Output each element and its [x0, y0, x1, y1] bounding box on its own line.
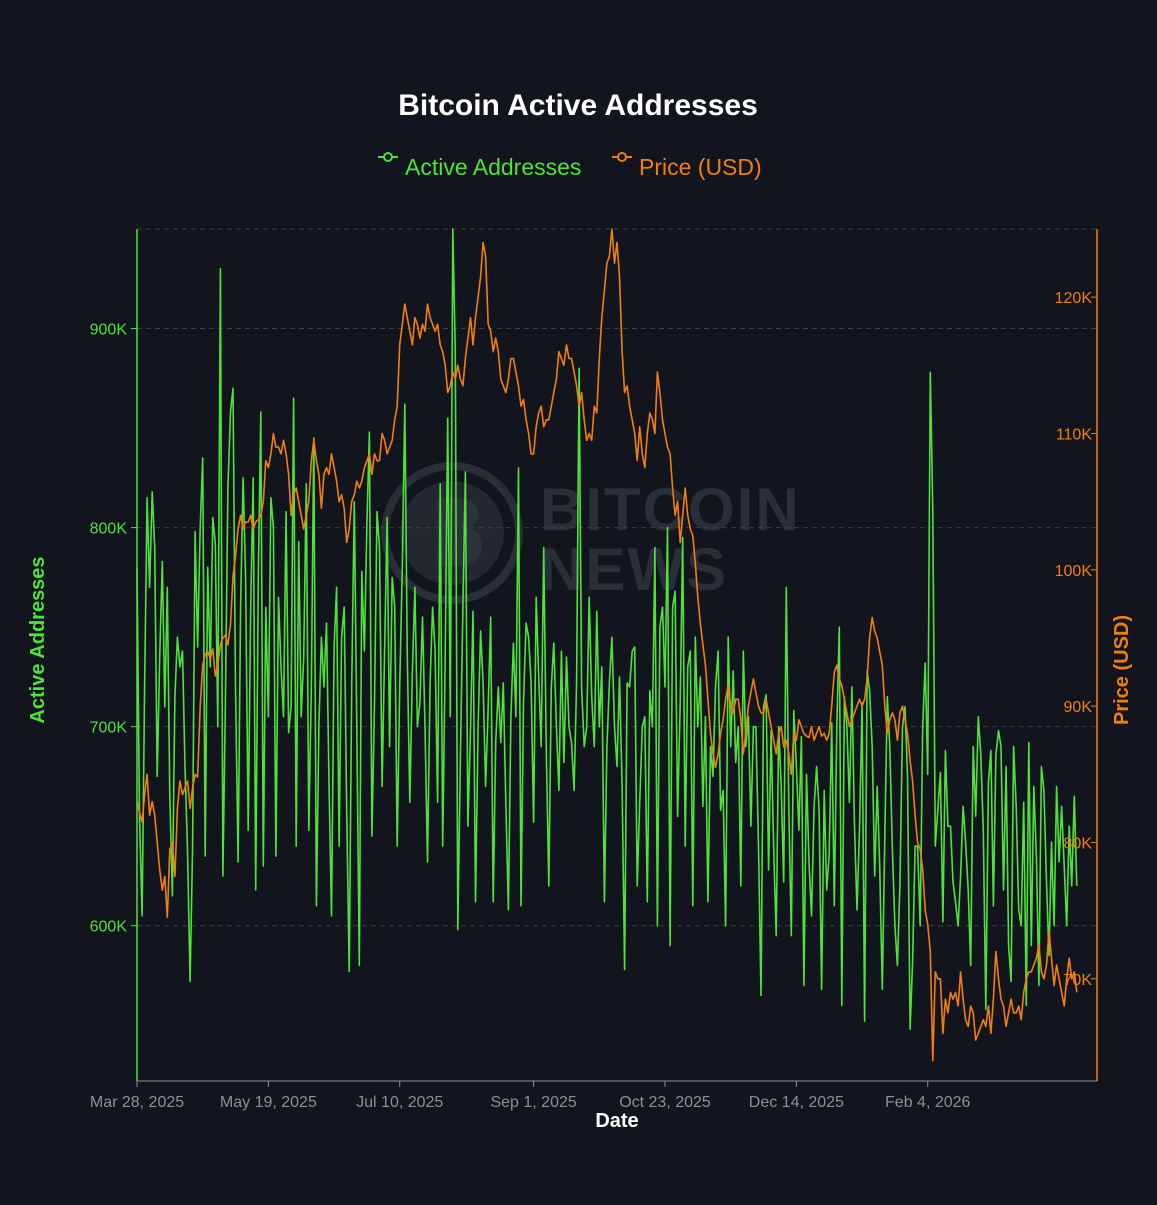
- watermark-line-2: NEWS: [540, 536, 728, 603]
- y-right-tick-label: 70K: [1064, 972, 1093, 989]
- y-right-tick-label: 90K: [1064, 699, 1093, 716]
- grid: [137, 228, 1097, 927]
- y-right-tick-label: 100K: [1055, 563, 1093, 580]
- x-tick-label: Sep 1, 2025: [490, 1094, 576, 1111]
- x-tick-label: Feb 4, 2026: [885, 1094, 971, 1111]
- x-tick-label: Mar 28, 2025: [90, 1094, 184, 1111]
- y-left-tick-label: 800K: [90, 521, 128, 538]
- chart-title: Bitcoin Active Addresses: [398, 89, 758, 122]
- active-addresses-series-line[interactable]: [136, 228, 1078, 1030]
- legend-label-active-addresses: Active Addresses: [405, 154, 581, 180]
- legend-marker-icon: [617, 152, 627, 162]
- y-right-tick-label: 110K: [1056, 426, 1093, 443]
- series-layer: [136, 228, 1078, 1062]
- x-axis-title: Date: [595, 1110, 638, 1132]
- y-left-tick-label: 600K: [90, 919, 128, 936]
- x-tick-label: Oct 23, 2025: [619, 1094, 711, 1111]
- legend[interactable]: Active Addresses Price (USD): [378, 152, 762, 180]
- y-axis-right-title: Price (USD): [1111, 615, 1133, 725]
- legend-item-price[interactable]: Price (USD): [612, 152, 762, 180]
- bitcoin-logo-icon: [437, 498, 482, 566]
- x-tick-label: Dec 14, 2025: [749, 1094, 844, 1111]
- x-tick-label: May 19, 2025: [220, 1094, 317, 1111]
- legend-item-active-addresses[interactable]: Active Addresses: [378, 152, 581, 180]
- price-series-line[interactable]: [136, 228, 1078, 1062]
- legend-marker-icon: [383, 152, 393, 162]
- legend-label-price: Price (USD): [639, 154, 762, 180]
- watermark-line-1: BITCOIN: [540, 476, 801, 543]
- x-tick-label: Jul 10, 2025: [356, 1094, 443, 1111]
- y-left-tick-label: 900K: [90, 322, 128, 339]
- y-right-tick-label: 120K: [1055, 290, 1093, 307]
- axes: 600K 700K 800K 900K 70K 80K 90K 100K 110K 120K Mar…: [90, 229, 1098, 1111]
- y-axis-left-title: Active Addresses: [27, 556, 49, 723]
- y-left-tick-label: 700K: [90, 720, 128, 737]
- y-right-tick-label: 80K: [1064, 835, 1093, 852]
